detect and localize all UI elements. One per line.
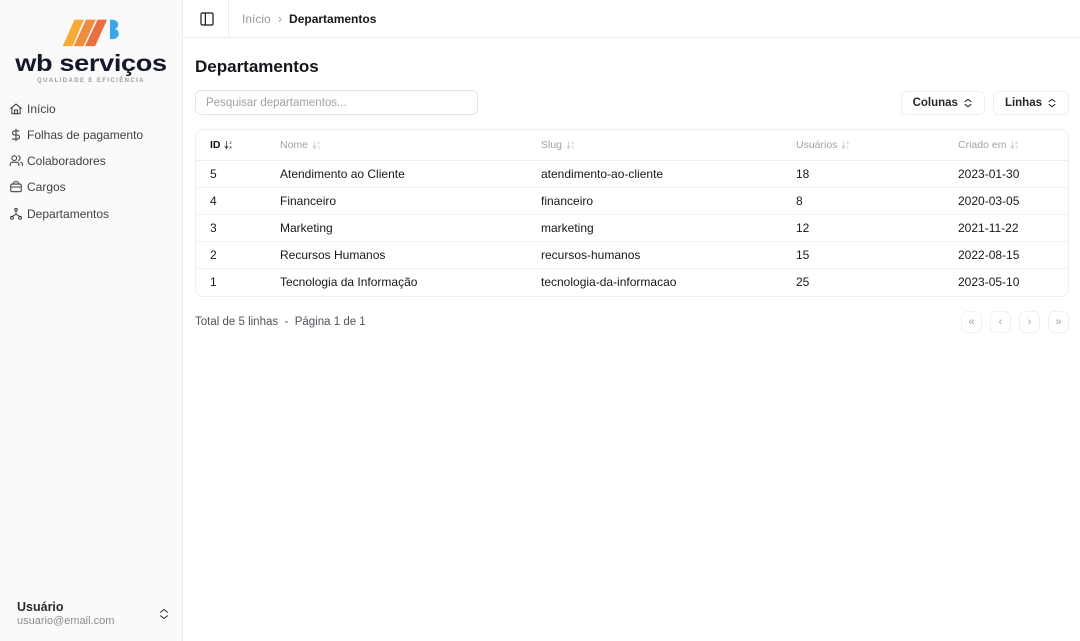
svg-text:Z: Z — [1016, 146, 1019, 150]
svg-text:Z: Z — [317, 146, 320, 150]
svg-text:A: A — [847, 141, 850, 145]
svg-text:Z: Z — [847, 146, 850, 150]
svg-text:A: A — [571, 141, 574, 145]
svg-text:A: A — [1016, 141, 1019, 145]
svg-text:Z: Z — [571, 146, 574, 150]
svg-text:A: A — [230, 146, 233, 150]
svg-text:A: A — [317, 141, 320, 145]
svg-text:Z: Z — [230, 141, 233, 145]
